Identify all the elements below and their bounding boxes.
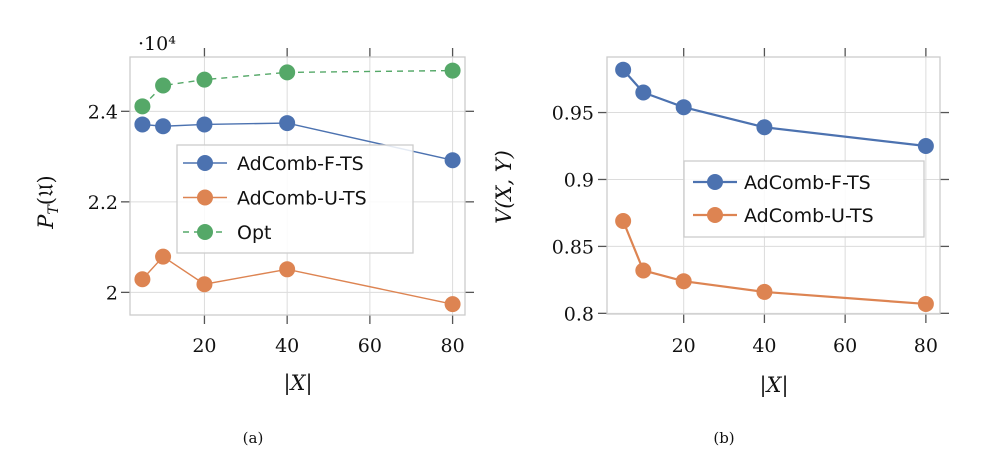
data-point-adcomb-f-ts bbox=[196, 116, 213, 133]
data-point-adcomb-u-ts bbox=[444, 296, 461, 313]
panel-a-legend: AdComb-F-TS AdComb-U-TS Opt bbox=[176, 144, 414, 254]
data-point-adcomb-f-ts bbox=[615, 61, 632, 78]
panel-a-caption: (a) bbox=[243, 429, 264, 447]
legend-label: Opt bbox=[237, 222, 271, 244]
data-point-adcomb-u-ts bbox=[635, 262, 652, 279]
x-tick-label: 40 bbox=[275, 335, 299, 357]
y-tick-label: 0.9 bbox=[564, 169, 594, 191]
data-point-adcomb-u-ts bbox=[196, 276, 213, 293]
legend-marker bbox=[707, 174, 723, 190]
data-point-adcomb-f-ts bbox=[134, 116, 151, 133]
data-point-adcomb-f-ts bbox=[675, 99, 692, 116]
panel-b-ticks: 20 40 60 80 0.8 0.85 0.9 0.95 bbox=[552, 48, 949, 357]
legend-label: AdComb-F-TS bbox=[744, 172, 871, 194]
legend-marker bbox=[197, 189, 213, 206]
legend-marker bbox=[707, 207, 723, 223]
panel-b-series bbox=[615, 61, 934, 312]
data-point-adcomb-u-ts bbox=[134, 271, 151, 288]
legend-label: AdComb-U-TS bbox=[744, 205, 874, 227]
data-point-adcomb-f-ts bbox=[635, 84, 652, 101]
data-point-opt bbox=[134, 98, 151, 115]
panel-a-ylabel-rest: (𝔘) bbox=[34, 175, 58, 205]
panel-a-x-axis-label: |X| bbox=[283, 371, 312, 396]
panel-a-ticks: 20 40 60 80 2 2.2 2.4 bbox=[88, 48, 474, 357]
x-tick-label: 60 bbox=[358, 335, 382, 357]
panel-a-frame bbox=[129, 56, 466, 316]
panel-b-chart: 20 40 60 800.80.850.90.95 AdComb-F-TSAdComb… bbox=[492, 48, 949, 447]
x-tick-label: 20 bbox=[672, 335, 696, 357]
data-point-adcomb-u-ts bbox=[917, 295, 934, 312]
y-tick-label: 0.8 bbox=[564, 303, 594, 325]
y-tick-label: 0.95 bbox=[552, 103, 594, 125]
data-point-opt bbox=[444, 62, 461, 79]
legend-box bbox=[683, 160, 925, 238]
data-point-adcomb-u-ts bbox=[279, 261, 296, 278]
series-line-adcomb-f-ts bbox=[622, 68, 926, 148]
legend-marker bbox=[197, 224, 213, 240]
series-line-opt bbox=[141, 69, 453, 107]
data-point-adcomb-f-ts bbox=[279, 115, 296, 132]
panel-a-chart: 20 40 60 80 2 2.2 2.4 AdComb-F-TS AdComb-U-TS Op… bbox=[34, 33, 474, 447]
data-point-opt bbox=[279, 64, 296, 81]
panel-a-series bbox=[134, 62, 461, 313]
panel-a-ylabel-sub: T bbox=[46, 204, 62, 215]
panel-b-x-axis-label: |X| bbox=[759, 373, 788, 398]
y-tick-label: 2.2 bbox=[88, 192, 118, 214]
legend-marker bbox=[197, 155, 213, 171]
data-point-adcomb-f-ts bbox=[155, 118, 172, 135]
y-tick-label: 0.85 bbox=[552, 236, 594, 258]
y-tick-label: 2 bbox=[106, 282, 118, 304]
panel-a-y-axis-label: PT(𝔘) bbox=[34, 175, 62, 229]
panel-b-caption: (b) bbox=[713, 429, 734, 447]
x-tick-label: 20 bbox=[192, 335, 216, 357]
data-point-adcomb-u-ts bbox=[756, 283, 773, 300]
series-line-adcomb-u-ts bbox=[141, 255, 453, 305]
data-point-opt bbox=[155, 77, 172, 94]
data-point-opt bbox=[196, 71, 213, 88]
x-tick-label: 60 bbox=[833, 335, 857, 357]
data-point-adcomb-f-ts bbox=[917, 138, 934, 155]
x-tick-label: 40 bbox=[752, 335, 776, 357]
legend-label: AdComb-U-TS bbox=[237, 188, 367, 210]
panel-a-y-multiplier: ·10⁴ bbox=[138, 33, 176, 55]
data-point-adcomb-u-ts bbox=[615, 212, 632, 229]
panel-b-frame bbox=[606, 56, 941, 315]
x-tick-label: 80 bbox=[440, 335, 464, 357]
data-point-adcomb-u-ts bbox=[155, 248, 172, 265]
data-point-adcomb-f-ts bbox=[444, 152, 461, 169]
legend-label: AdComb-F-TS bbox=[237, 153, 364, 175]
panel-a-ylabel-P: P bbox=[34, 214, 58, 230]
y-tick-label: 2.4 bbox=[88, 101, 118, 123]
panel-b-y-axis-label: V(X, Y) bbox=[492, 150, 516, 224]
data-point-adcomb-u-ts bbox=[675, 273, 692, 290]
panel-b-legend: AdComb-F-TS AdComb-U-TS bbox=[683, 160, 925, 238]
x-tick-label: 80 bbox=[914, 335, 938, 357]
data-point-adcomb-f-ts bbox=[756, 119, 773, 136]
